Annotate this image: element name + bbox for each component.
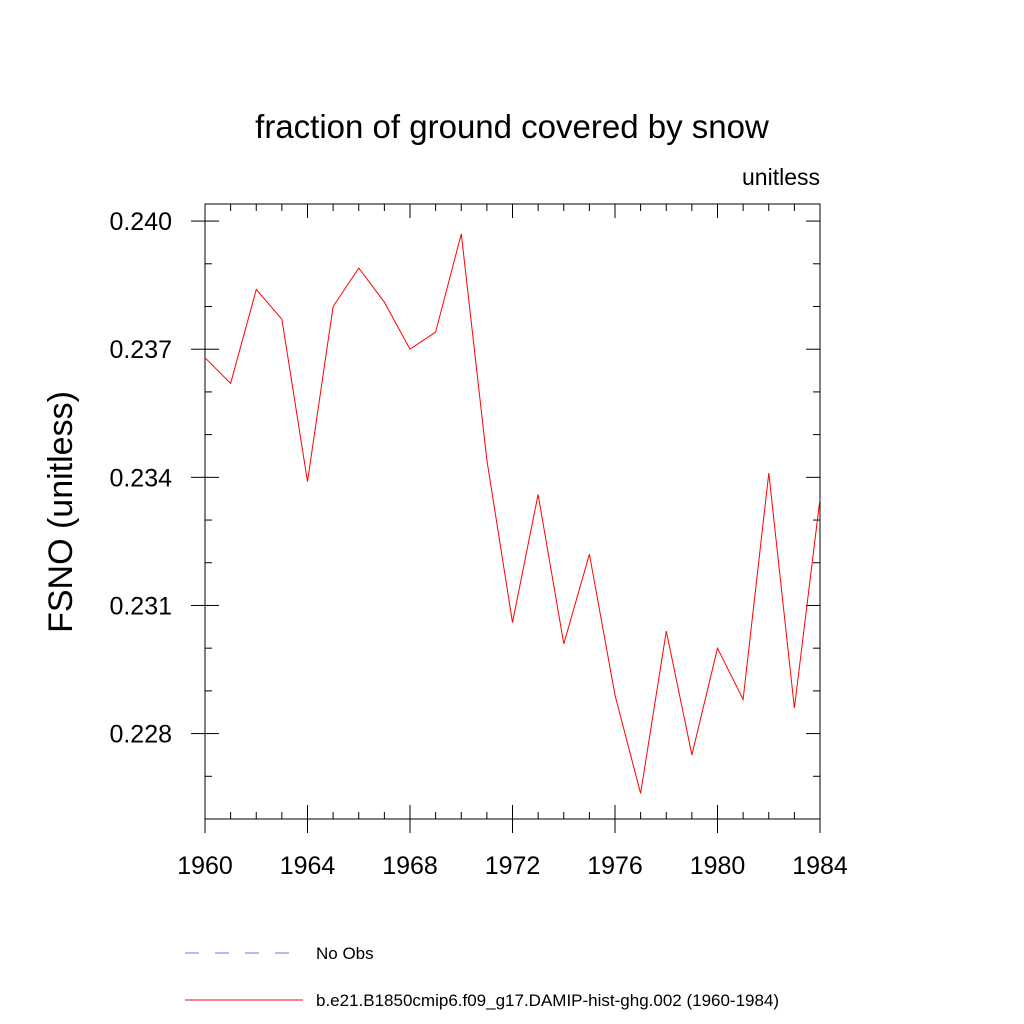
- legend: No Obs b.e21.B1850cmip6.f09_g17.DAMIP-hi…: [185, 944, 779, 1010]
- plot-frame: [204, 203, 821, 820]
- x-tick-label: 1984: [792, 852, 848, 880]
- y-tick-label: 0.237: [109, 336, 172, 364]
- y-tick-label: 0.240: [109, 208, 172, 236]
- y-tick-label: 0.228: [109, 721, 172, 749]
- chart-title: fraction of ground covered by snow: [255, 108, 769, 145]
- series-line: [204, 233, 821, 794]
- x-tick-label: 1972: [485, 852, 541, 880]
- y-tick-label: 0.234: [109, 464, 172, 492]
- x-tick-label: 1968: [382, 852, 438, 880]
- y-axis-label: FSNO (unitless): [42, 391, 80, 633]
- legend-label-model: b.e21.B1850cmip6.f09_g17.DAMIP-hist-ghg.…: [316, 991, 779, 1010]
- y-tick-label: 0.231: [109, 592, 172, 620]
- units-label: unitless: [742, 164, 820, 190]
- x-tick-label: 1964: [280, 852, 336, 880]
- plot-area: [204, 233, 821, 794]
- x-tick-label: 1976: [587, 852, 643, 880]
- x-tick-label: 1980: [690, 852, 746, 880]
- x-tick-label: 1960: [177, 852, 233, 880]
- legend-label-no-obs: No Obs: [316, 944, 374, 963]
- axes: 1960 1964 1968 1972 1976 1980 1984 0.228 0.231 0.…: [109, 203, 848, 880]
